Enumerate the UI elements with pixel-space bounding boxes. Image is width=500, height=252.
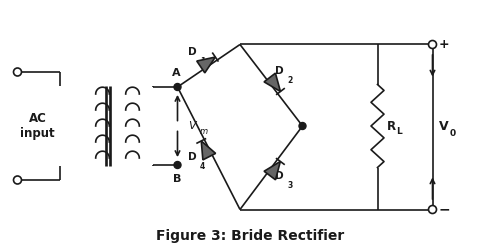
Circle shape xyxy=(428,41,436,48)
Text: V: V xyxy=(439,120,448,134)
Polygon shape xyxy=(264,73,280,91)
Polygon shape xyxy=(264,162,280,180)
Text: 1: 1 xyxy=(200,57,205,66)
Circle shape xyxy=(14,68,22,76)
Text: D: D xyxy=(276,66,284,76)
Circle shape xyxy=(428,205,436,213)
Circle shape xyxy=(174,162,181,169)
Text: AC
input: AC input xyxy=(20,112,55,140)
Text: m: m xyxy=(200,127,207,136)
Circle shape xyxy=(14,176,22,184)
Text: −: − xyxy=(439,203,450,216)
Text: R: R xyxy=(386,119,396,133)
Text: 0: 0 xyxy=(450,129,456,138)
Text: V: V xyxy=(188,121,196,131)
Text: L: L xyxy=(396,127,402,136)
Text: D: D xyxy=(276,171,284,181)
Text: Figure 3: Bride Rectifier: Figure 3: Bride Rectifier xyxy=(156,229,344,243)
Polygon shape xyxy=(197,57,216,73)
Circle shape xyxy=(174,83,181,90)
Text: B: B xyxy=(174,174,182,184)
Text: 4: 4 xyxy=(200,162,205,171)
Text: A: A xyxy=(172,68,181,78)
Polygon shape xyxy=(202,141,215,160)
Text: D: D xyxy=(188,152,196,162)
Circle shape xyxy=(299,122,306,130)
Text: 2: 2 xyxy=(287,76,292,85)
Text: 3: 3 xyxy=(287,181,292,190)
Text: +: + xyxy=(439,38,450,51)
Text: D: D xyxy=(188,47,196,57)
